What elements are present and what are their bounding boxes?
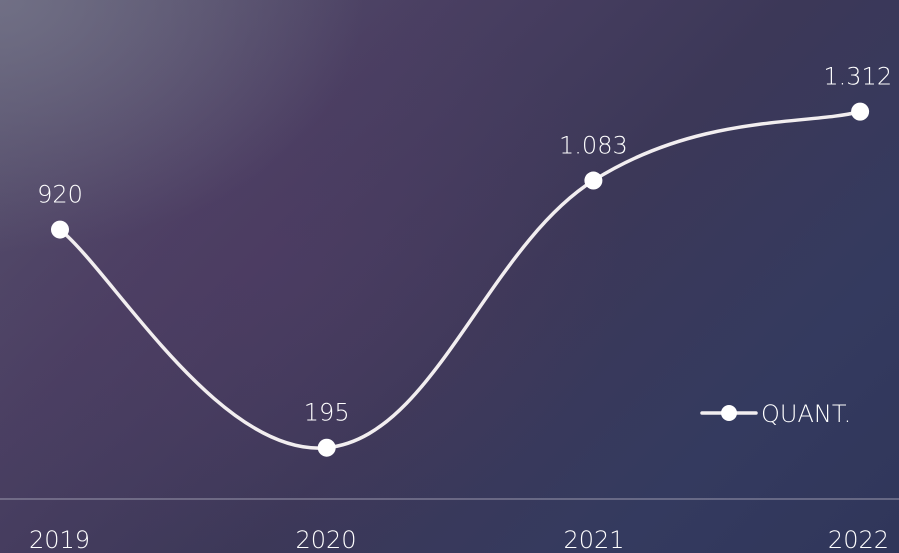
data-label-layer: 920 195 1.083 1.312 (37, 63, 892, 427)
series-layer (51, 102, 870, 457)
data-value-label: 920 (37, 181, 83, 209)
legend-series-label: QUANT. (761, 400, 851, 428)
x-tick-label: 2019 (29, 526, 90, 553)
x-tick-label: 2022 (828, 526, 889, 553)
legend-marker-icon (721, 405, 737, 421)
series-line-quant (58, 109, 862, 450)
data-point-marker (51, 220, 69, 239)
data-value-label: 195 (304, 399, 350, 427)
x-tick-label: 2021 (563, 526, 624, 553)
data-point-marker (851, 102, 870, 121)
data-point-marker (317, 438, 336, 457)
legend: QUANT. (700, 400, 851, 428)
data-point-marker (584, 171, 603, 190)
data-value-label: 1.312 (823, 63, 892, 91)
data-value-label: 1.083 (559, 132, 628, 160)
x-tick-label: 2020 (295, 526, 356, 553)
axis-layer: 2019 2020 2021 2022 (0, 498, 899, 553)
